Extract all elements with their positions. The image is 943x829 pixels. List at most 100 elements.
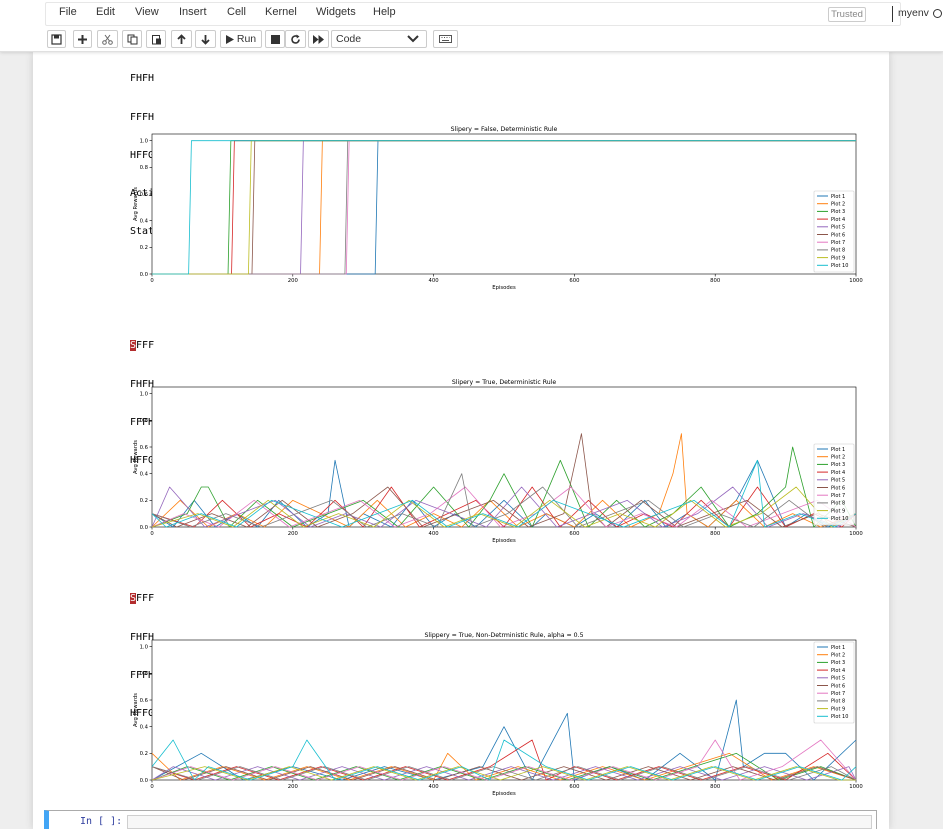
x-tick-label: 400 (429, 278, 440, 284)
save-button[interactable] (47, 30, 66, 48)
kernel-separator (892, 6, 893, 22)
restart-run-all-button[interactable] (308, 30, 329, 48)
legend-label: Plot 7 (831, 493, 845, 499)
chart-title: Slipery = False, Deterministic Rule (451, 126, 558, 133)
copy-button[interactable] (122, 30, 142, 48)
stop-icon (270, 34, 280, 44)
output-text-2: SFFF FHFH FFFH HFFG (130, 315, 154, 480)
paste-button[interactable] (146, 30, 166, 48)
y-tick-label: 0.2 (140, 751, 148, 757)
legend-label: Plot 10 (831, 516, 848, 522)
paste-icon (151, 34, 161, 44)
move-down-button[interactable] (195, 30, 216, 48)
add-cell-button[interactable] (73, 30, 92, 48)
series-line (151, 473, 857, 528)
cut-button[interactable] (97, 30, 118, 48)
move-up-button[interactable] (171, 30, 192, 48)
trusted-badge[interactable]: Trusted (828, 7, 866, 22)
legend-label: Plot 4 (831, 668, 845, 674)
output-line: HFFG (130, 454, 155, 466)
kernel-name[interactable]: myenv (898, 7, 929, 19)
plot-area (151, 133, 857, 275)
x-tick-label: 1000 (849, 784, 863, 790)
x-tick-label: 200 (288, 531, 299, 537)
menu-help[interactable]: Help (373, 6, 396, 18)
y-tick-label: 0.0 (140, 525, 149, 531)
x-tick-label: 800 (710, 278, 721, 284)
y-tick-label: 1.0 (140, 391, 149, 397)
restart-button[interactable] (285, 30, 306, 48)
menu-insert[interactable]: Insert (179, 6, 207, 18)
notebook-header: File Edit View Insert Cell Kernel Widget… (0, 0, 943, 52)
x-tick-label: 0 (150, 531, 154, 537)
legend-label: Plot 9 (831, 255, 845, 261)
x-tick-label: 0 (150, 784, 154, 790)
menu-cell[interactable]: Cell (227, 6, 246, 18)
series-line (151, 446, 857, 528)
legend-label: Plot 2 (831, 653, 845, 659)
output-line: FHFH (130, 378, 155, 390)
legend-label: Plot 1 (831, 447, 845, 453)
y-tick-label: 0.0 (140, 272, 149, 278)
y-axis-label: Avg Rewards (133, 693, 139, 727)
menu-widgets[interactable]: Widgets (316, 6, 356, 18)
fast-forward-icon (313, 34, 324, 44)
input-prompt: In [ ]: (80, 816, 123, 827)
legend-label: Plot 1 (831, 645, 845, 651)
code-editor[interactable] (127, 815, 872, 829)
y-tick-label: 0.2 (140, 245, 148, 251)
menu-view[interactable]: View (135, 6, 159, 18)
copy-icon (127, 34, 137, 44)
cell-type-select[interactable]: Code (331, 30, 427, 48)
grid-first-line: SFFF (130, 593, 154, 606)
y-tick-label: 0.4 (140, 724, 149, 730)
legend-label: Plot 8 (831, 248, 845, 254)
move-up-icon (177, 33, 186, 44)
output-line: HFFG (130, 149, 155, 161)
chevron-down-icon (407, 35, 419, 43)
x-tick-label: 1000 (849, 278, 863, 284)
interrupt-button[interactable] (265, 30, 285, 48)
plot-area (151, 639, 857, 781)
series-line (151, 486, 857, 528)
run-label: Run (236, 33, 257, 45)
legend-label: Plot 2 (831, 202, 845, 208)
menu-kernel[interactable]: Kernel (265, 6, 297, 18)
x-axis-label: Episodes (492, 285, 516, 291)
restart-icon (291, 34, 300, 44)
y-tick-label: 1.0 (140, 138, 149, 144)
chart-title: Slipery = True, Deterministic Rule (452, 379, 557, 386)
y-tick-label: 0.6 (140, 192, 149, 198)
plot-area (151, 386, 857, 528)
cell-type-value: Code (336, 33, 362, 45)
x-tick-label: 800 (710, 531, 721, 537)
legend-label: Plot 5 (831, 225, 845, 231)
legend-label: Plot 8 (831, 501, 845, 507)
run-button[interactable]: Run (220, 30, 262, 48)
keyboard-icon (439, 35, 452, 43)
legend-label: Plot 9 (831, 508, 845, 514)
y-tick-label: 0.6 (140, 445, 149, 451)
legend-label: Plot 5 (831, 676, 845, 682)
y-tick-label: 0.4 (140, 218, 149, 224)
y-tick-label: 0.8 (140, 165, 149, 171)
menu-edit[interactable]: Edit (96, 6, 115, 18)
grid-line-rest: FFF (136, 593, 155, 605)
x-tick-label: 1000 (849, 531, 863, 537)
series-line (151, 486, 857, 528)
series-line (151, 766, 856, 781)
command-palette-button[interactable] (433, 30, 458, 48)
output-line: HFFG (130, 707, 155, 719)
y-tick-label: 0.4 (140, 471, 149, 477)
legend-label: Plot 6 (831, 232, 845, 238)
y-tick-label: 0.8 (140, 671, 149, 677)
legend-label: Plot 6 (831, 485, 845, 491)
output-line: FHFH (130, 73, 155, 85)
series-line (151, 459, 857, 528)
output-line: FFFH (130, 416, 155, 428)
y-axis-label: Avg Rewards (133, 440, 139, 474)
menu-file[interactable]: File (59, 6, 77, 18)
add-cell-icon (78, 34, 87, 44)
series-line (151, 766, 857, 781)
chart-title: Slippery = True, Non-Detrministic Rule, … (424, 632, 583, 639)
